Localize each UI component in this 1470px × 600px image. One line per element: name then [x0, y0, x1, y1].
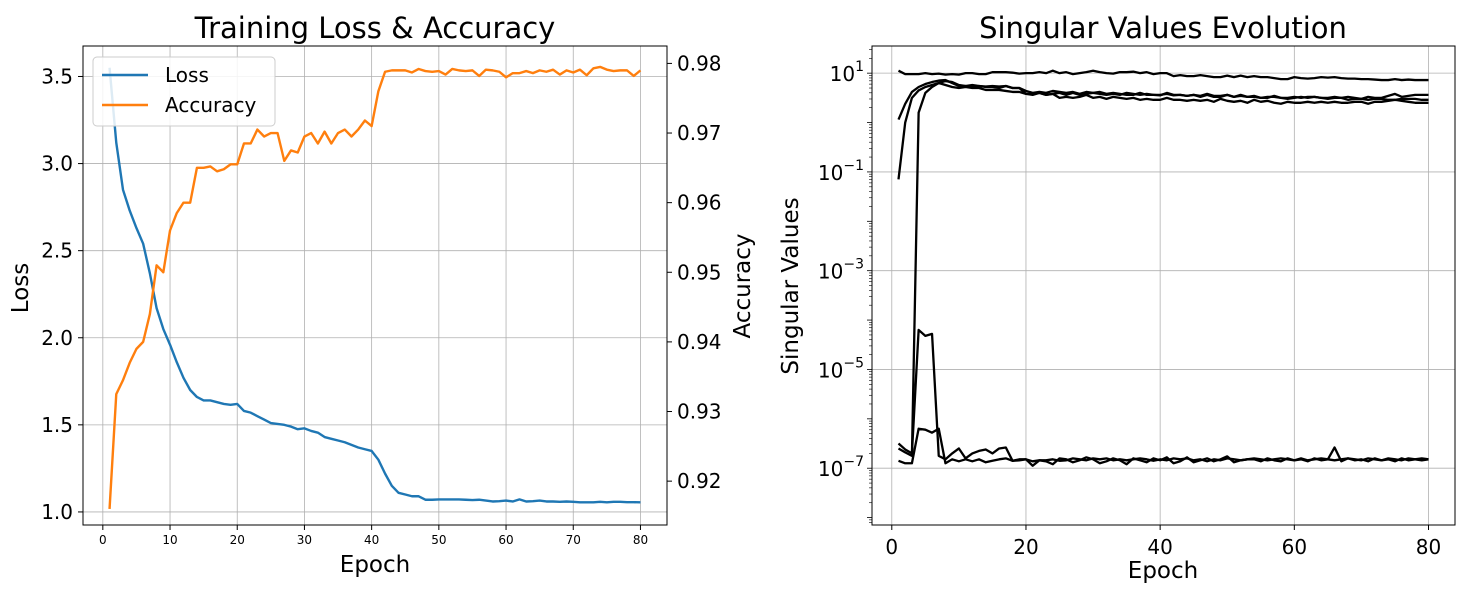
singular-value-line-5 — [897, 81, 1429, 458]
chart-training: Training Loss & Accuracy 0 10 20 30 40 50 60 70… — [8, 11, 756, 578]
x-tick-label: 30 — [297, 533, 312, 547]
singular-value-line-6 — [897, 328, 1429, 467]
y-tick-label: 2.0 — [41, 326, 73, 350]
x-tick-label: 0 — [885, 535, 898, 559]
y-tick-label: 3.5 — [41, 64, 73, 88]
y2-tick-label: 0.92 — [677, 469, 722, 493]
y2-tick-label: 0.95 — [677, 260, 722, 284]
plot-area — [871, 45, 1456, 526]
y-tick-label: 10−7 — [818, 454, 864, 481]
y-axis-label: Loss — [8, 263, 34, 313]
x-tick-label: 40 — [1147, 535, 1172, 559]
x-tick-label: 10 — [162, 533, 177, 547]
grid — [83, 46, 667, 525]
plot-area — [82, 45, 668, 526]
plot-lines — [108, 65, 642, 510]
legend: Loss Accuracy — [92, 56, 276, 127]
series-line-accuracy — [108, 65, 642, 510]
y-tick-label: 10−5 — [818, 355, 864, 382]
y2-tick-label: 0.93 — [677, 400, 722, 424]
grid — [872, 46, 1455, 525]
y2-tick-label: 0.94 — [677, 330, 722, 354]
singular-value-line-3 — [897, 79, 1429, 180]
y-tick-label: 3.0 — [41, 152, 73, 176]
y-ticks: 1.0 1.5 2.0 2.5 3.0 3.5 — [41, 64, 83, 524]
singular-value-line-1 — [897, 69, 1429, 82]
chart-singular-values: Singular Values Evolution 0 20 40 60 80 1011… — [778, 11, 1456, 584]
chart-title: Training Loss & Accuracy — [194, 11, 556, 45]
series-line-loss — [108, 67, 641, 504]
chart-title: Singular Values Evolution — [979, 11, 1347, 45]
y-tick-label: 1.5 — [41, 413, 73, 437]
y2-tick-label: 0.97 — [677, 121, 722, 145]
plot-lines — [897, 69, 1429, 467]
x-tick-label: 60 — [1282, 535, 1307, 559]
x-tick-label: 60 — [498, 533, 513, 547]
y-tick-label: 1.0 — [41, 500, 73, 524]
x-tick-label: 20 — [230, 533, 245, 547]
x-tick-label: 80 — [1416, 535, 1441, 559]
x-tick-label: 40 — [364, 533, 379, 547]
x-tick-label: 20 — [1013, 535, 1038, 559]
x-tick-label: 70 — [566, 533, 581, 547]
x-ticks: 0 20 40 60 80 — [885, 525, 1441, 559]
y-axis-label: Singular Values — [778, 197, 804, 374]
legend-label-loss: Loss — [165, 63, 209, 87]
x-tick-label: 0 — [99, 533, 107, 547]
x-ticks: 0 10 20 30 40 50 60 70 80 — [99, 525, 648, 547]
y2-ticks: 0.92 0.93 0.94 0.95 0.96 0.97 0.98 — [667, 51, 722, 493]
y-tick-label: 10−1 — [818, 158, 864, 185]
y-tick-label: 10−3 — [818, 257, 864, 284]
y-tick-label: 2.5 — [41, 239, 73, 263]
x-tick-label: 80 — [633, 533, 648, 547]
y-tick-label: 101 — [830, 59, 864, 86]
x-tick-label: 50 — [431, 533, 446, 547]
x-axis-label: Epoch — [340, 552, 410, 578]
y2-tick-label: 0.98 — [677, 51, 722, 75]
y2-axis-label: Accuracy — [730, 233, 756, 338]
y-ticks: 101 10−1 10−3 10−5 10−7 — [818, 49, 872, 523]
x-axis-label: Epoch — [1128, 558, 1198, 584]
legend-label-accuracy: Accuracy — [165, 93, 256, 117]
y2-tick-label: 0.96 — [677, 191, 722, 215]
